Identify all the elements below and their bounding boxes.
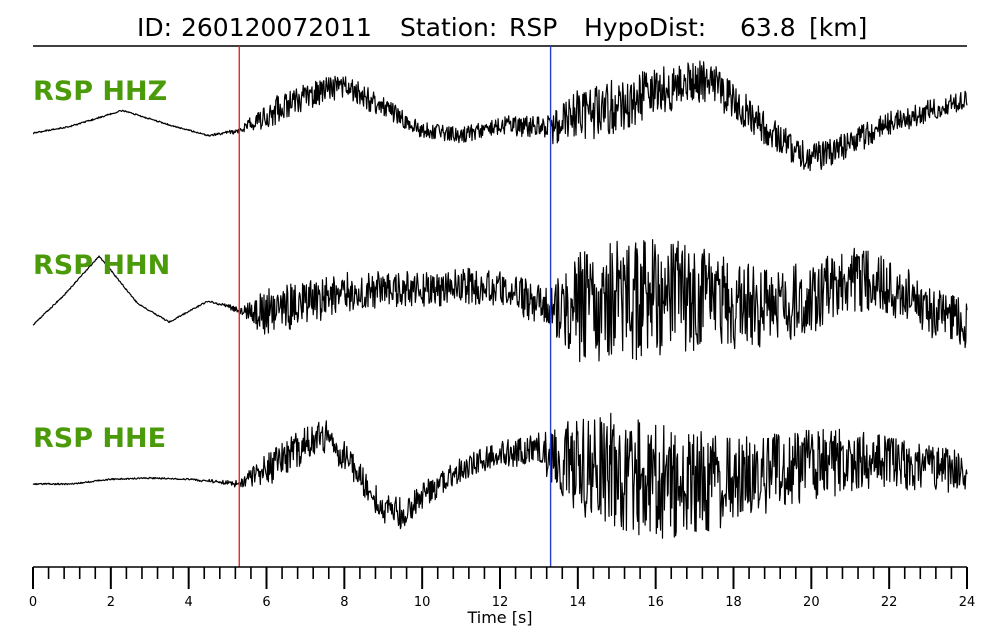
x-tick-label: 0 — [29, 595, 37, 610]
x-tick-label: 18 — [725, 595, 742, 610]
title-hypodist-label: HypoDist: — [584, 13, 706, 42]
title-id-value: 260120072011 — [181, 13, 372, 42]
x-axis-label: Time [s] — [466, 608, 532, 627]
channel-label-rsp-hhz: RSP HHZ — [33, 76, 167, 107]
x-tick-label: 10 — [414, 595, 431, 610]
waveform-traces — [32, 60, 968, 539]
figure-title: ID: 260120072011 Station: RSP HypoDist: … — [137, 13, 867, 42]
title-hypodist-value: 63.8 — [740, 13, 796, 42]
trace-rsp-hhn — [32, 239, 968, 363]
x-tick-label: 20 — [803, 595, 820, 610]
title-hypodist-unit: [km] — [809, 13, 867, 42]
title-station-value: RSP — [509, 13, 557, 42]
x-tick-label: 8 — [340, 595, 348, 610]
x-tick-label: 14 — [570, 595, 587, 610]
channel-label-rsp-hhn: RSP HHN — [33, 250, 170, 281]
time-axis: 0 2 4 6 8 10 12 14 16 18 20 22 24 — [29, 566, 976, 610]
trace-rsp-hhe — [32, 412, 968, 539]
x-tick-label: 24 — [959, 595, 976, 610]
title-id-label: ID: — [137, 13, 172, 42]
x-tick-label: 6 — [262, 595, 270, 610]
x-tick-label: 4 — [185, 595, 193, 610]
x-tick-label: 22 — [881, 595, 898, 610]
x-tick-label: 16 — [647, 595, 664, 610]
trace-rsp-hhz — [32, 60, 968, 172]
channel-labels: RSP HHZ RSP HHN RSP HHE — [33, 76, 170, 454]
channel-label-rsp-hhe: RSP HHE — [33, 423, 166, 454]
x-tick-label: 2 — [107, 595, 115, 610]
title-station-label: Station: — [400, 13, 497, 42]
phase-pick-markers — [238, 46, 552, 567]
x-tick-label: 12 — [492, 595, 509, 610]
